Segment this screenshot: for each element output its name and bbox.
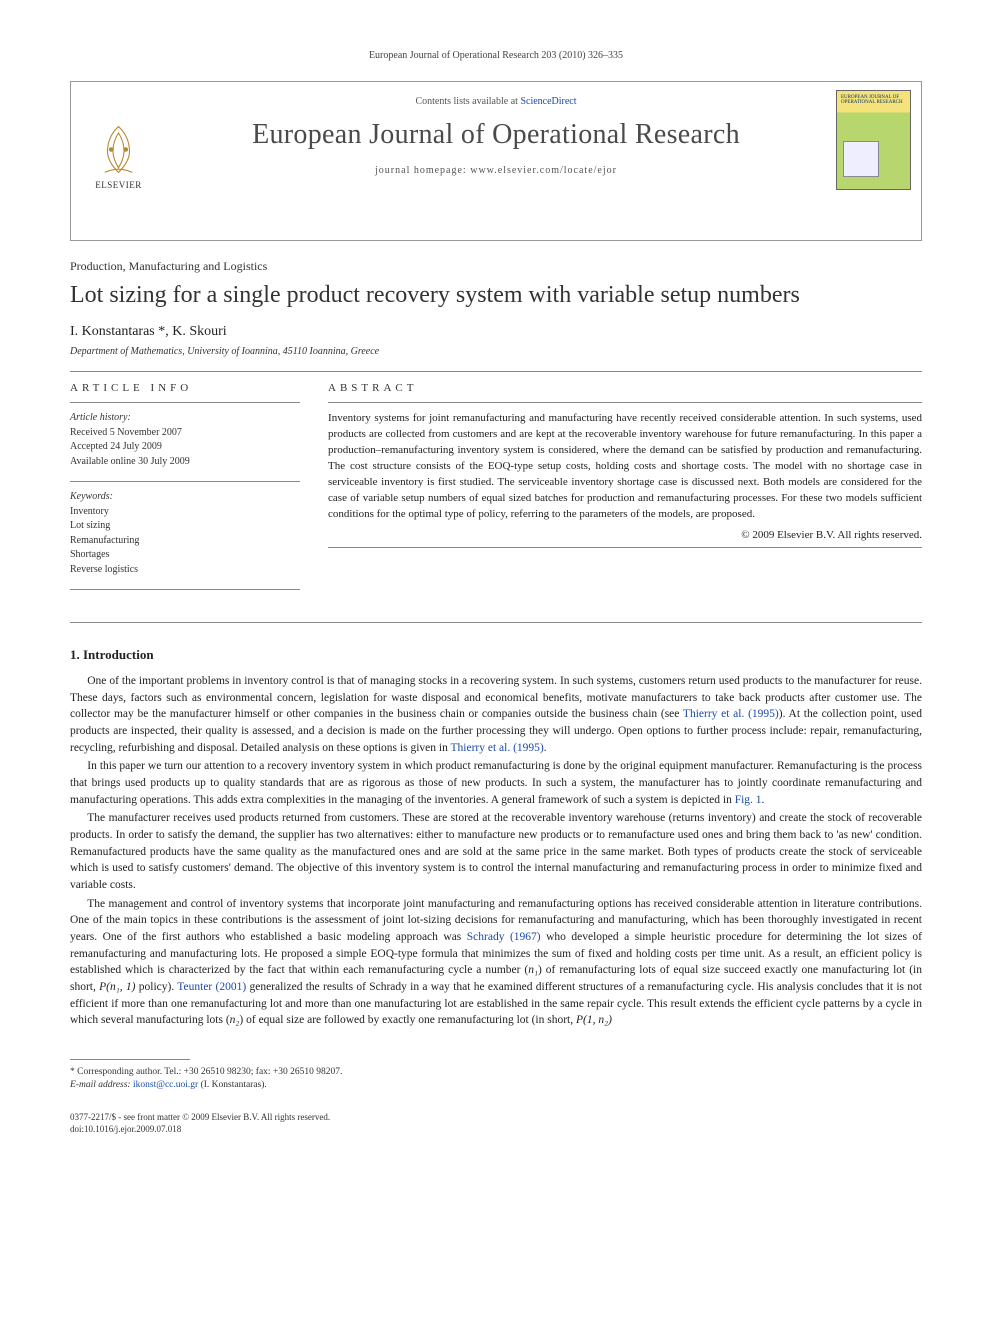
kw: Remanufacturing	[70, 535, 139, 546]
keywords-block: Keywords: Inventory Lot sizing Remanufac…	[70, 490, 300, 577]
abstract-column: ABSTRACT Inventory systems for joint rem…	[328, 382, 922, 598]
abstract-heading: ABSTRACT	[328, 382, 922, 394]
footer-doi: doi:10.1016/j.ejor.2009.07.018	[70, 1123, 922, 1135]
affiliation: Department of Mathematics, University of…	[70, 346, 922, 357]
corresponding-footnote: * Corresponding author. Tel.: +30 26510 …	[70, 1066, 922, 1093]
abstract-text: Inventory systems for joint remanufactur…	[328, 411, 922, 523]
online-line: Available online 30 July 2009	[70, 456, 190, 467]
article-info-heading: ARTICLE INFO	[70, 382, 300, 394]
article-info-column: ARTICLE INFO Article history: Received 5…	[70, 382, 300, 598]
math-var: n₂	[230, 1014, 240, 1026]
kw: Lot sizing	[70, 520, 110, 531]
received-line: Received 5 November 2007	[70, 427, 182, 438]
body-paragraph: One of the important problems in invento…	[70, 673, 922, 756]
body-paragraph: In this paper we turn our attention to a…	[70, 758, 922, 808]
page-footer: 0377-2217/$ - see front matter © 2009 El…	[70, 1111, 922, 1135]
body-paragraph: The management and control of inventory …	[70, 896, 922, 1029]
kw: Inventory	[70, 506, 109, 517]
contents-line: Contents lists available at ScienceDirec…	[172, 96, 820, 107]
history-label: Article history:	[70, 412, 131, 423]
kw: Shortages	[70, 549, 109, 560]
email-link[interactable]: ikonst@cc.uoi.gr	[133, 1080, 198, 1090]
cover-text: EUROPEAN JOURNAL OF OPERATIONAL RESEARCH	[841, 95, 903, 105]
citation-link[interactable]: Thierry et al. (1995)	[451, 742, 544, 754]
abstract-copyright: © 2009 Elsevier B.V. All rights reserved…	[328, 529, 922, 541]
rule	[70, 371, 922, 372]
footer-line: 0377-2217/$ - see front matter © 2009 El…	[70, 1111, 922, 1123]
sciencedirect-link[interactable]: ScienceDirect	[520, 96, 576, 107]
section-heading: 1. Introduction	[70, 647, 922, 663]
publisher-block: ELSEVIER	[71, 82, 166, 198]
running-head: European Journal of Operational Research…	[70, 50, 922, 61]
math-var: P(1, n₂)	[576, 1014, 612, 1026]
math-var: P(n₁, 1)	[99, 981, 135, 993]
authors: I. Konstantaras *, K. Skouri	[70, 324, 922, 340]
math-var: n₁	[528, 964, 538, 976]
citation-link[interactable]: Schrady (1967)	[467, 931, 541, 943]
publisher-name: ELSEVIER	[95, 180, 142, 190]
citation-link[interactable]: Thierry et al. (1995)	[683, 708, 779, 720]
journal-masthead: ELSEVIER Contents lists available at Sci…	[70, 81, 922, 241]
cover-inset	[843, 141, 879, 177]
rule	[70, 622, 922, 623]
citation-link[interactable]: Teunter (2001)	[177, 981, 246, 993]
email-tail: (I. Konstantaras).	[198, 1080, 267, 1090]
footnote-separator	[70, 1059, 190, 1060]
contents-prefix: Contents lists available at	[415, 96, 520, 107]
article-title: Lot sizing for a single product recovery…	[70, 280, 922, 310]
journal-homepage: journal homepage: www.elsevier.com/locat…	[172, 165, 820, 176]
article-history: Article history: Received 5 November 200…	[70, 411, 300, 469]
corr-line: * Corresponding author. Tel.: +30 26510 …	[70, 1066, 922, 1079]
email-label: E-mail address:	[70, 1080, 131, 1090]
body-paragraph: The manufacturer receives used products …	[70, 810, 922, 893]
journal-cover-thumb: EUROPEAN JOURNAL OF OPERATIONAL RESEARCH	[836, 90, 911, 190]
elsevier-tree-icon	[91, 122, 146, 177]
journal-name: European Journal of Operational Research	[172, 119, 820, 151]
homepage-url[interactable]: www.elsevier.com/locate/ejor	[470, 165, 617, 176]
accepted-line: Accepted 24 July 2009	[70, 441, 162, 452]
homepage-label: journal homepage:	[375, 165, 470, 176]
article-section-label: Production, Manufacturing and Logistics	[70, 259, 922, 274]
keywords-label: Keywords:	[70, 491, 113, 502]
kw: Reverse logistics	[70, 564, 138, 575]
figure-link[interactable]: Fig. 1	[735, 794, 762, 806]
